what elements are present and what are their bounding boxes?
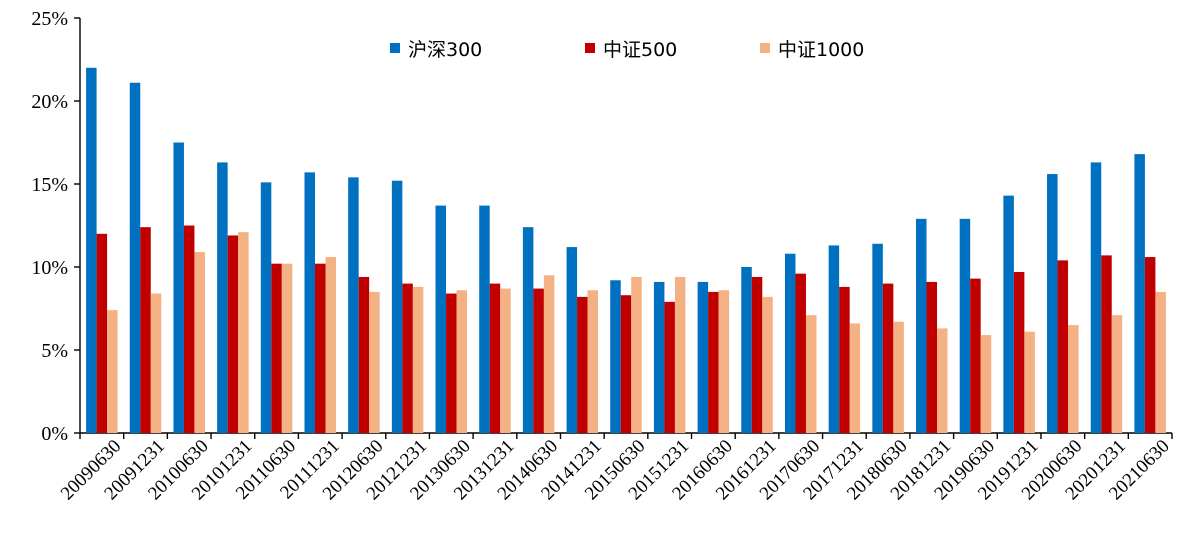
bar-中证500-20141231 <box>577 296 588 433</box>
bar-中证500-20111231 <box>314 263 326 433</box>
bar-沪深300-20171231 <box>828 245 840 433</box>
bar-中证500-20140630 <box>533 288 544 433</box>
bar-中证1000-20120630 <box>369 291 380 433</box>
bar-中证1000-20130630 <box>456 290 468 433</box>
bar-中证500-20191231 <box>1013 271 1025 433</box>
bar-沪深300-20151231 <box>653 281 665 433</box>
bar-中证1000-20210630 <box>1155 291 1166 433</box>
bar-中证500-20200630 <box>1057 260 1069 433</box>
bar-中证500-20201231 <box>1101 255 1112 433</box>
bar-中证500-20110630 <box>271 263 282 433</box>
bar-沪深300-20200630 <box>1047 174 1058 434</box>
bar-沪深300-20131231 <box>479 205 490 433</box>
bars <box>86 67 1166 434</box>
bar-沪深300-20150630 <box>610 280 621 433</box>
y-tick-label: 25% <box>31 8 68 30</box>
bar-中证1000-20201231 <box>1111 315 1123 433</box>
bar-中证1000-20170630 <box>805 315 817 433</box>
bar-中证1000-20200630 <box>1068 325 1079 433</box>
bar-中证500-20131231 <box>489 283 501 433</box>
y-axis: 0% 5% 10% 15% 20% 25% <box>31 8 81 445</box>
legend-label: 中证500 <box>603 39 677 61</box>
bar-沪深300-20181231 <box>916 218 927 433</box>
bar-沪深300-20191231 <box>1003 195 1014 433</box>
bar-沪深300-20201231 <box>1090 162 1102 434</box>
bar-中证1000-20160630 <box>718 290 730 433</box>
bar-沪深300-20121231 <box>391 180 403 433</box>
bar-中证1000-20110630 <box>281 263 293 433</box>
legend-label: 沪深300 <box>408 39 482 61</box>
bar-中证1000-20111231 <box>325 257 336 433</box>
bar-中证500-20101231 <box>227 235 239 433</box>
bar-中证500-20120630 <box>358 276 370 433</box>
bar-中证1000-20090630 <box>107 310 118 433</box>
bar-沪深300-20110630 <box>260 182 272 433</box>
bar-中证1000-20180630 <box>893 321 904 433</box>
bar-沪深300-20090630 <box>86 67 97 434</box>
bar-中证500-20190630 <box>970 278 981 433</box>
bar-沪深300-20140630 <box>522 227 534 433</box>
y-tick-label: 0% <box>41 423 68 445</box>
bar-中证500-20170630 <box>795 273 806 433</box>
bar-沪深300-20091231 <box>129 82 141 434</box>
bar-中证1000-20191231 <box>1024 331 1035 433</box>
bar-中证500-20090630 <box>96 233 108 433</box>
bar-中证1000-20161231 <box>762 296 773 433</box>
bar-中证500-20160630 <box>708 291 719 433</box>
bar-中证1000-20171231 <box>849 323 861 433</box>
legend-swatch <box>760 43 770 53</box>
bar-中证500-20171231 <box>839 286 850 433</box>
y-tick-label: 5% <box>41 340 68 362</box>
bar-中证500-20121231 <box>402 283 413 433</box>
y-tick-label: 20% <box>31 91 68 113</box>
bar-中证500-20161231 <box>751 276 763 433</box>
y-tick-label: 10% <box>31 257 68 279</box>
bar-中证500-20150630 <box>620 295 632 433</box>
bar-中证500-20130630 <box>446 293 457 433</box>
legend-swatch <box>390 43 400 53</box>
legend: 沪深300 中证500 中证1000 <box>390 39 864 61</box>
bar-中证1000-20150630 <box>631 276 642 433</box>
bar-中证1000-20101231 <box>238 232 249 433</box>
y-tick-label: 15% <box>31 174 68 196</box>
bar-中证500-20181231 <box>926 281 938 433</box>
bar-沪深300-20180630 <box>872 243 883 433</box>
bar-中证500-20210630 <box>1144 257 1156 433</box>
bar-中证500-20180630 <box>882 283 894 433</box>
legend-swatch <box>585 43 595 53</box>
bar-沪深300-20120630 <box>348 177 359 433</box>
bar-沪深300-20161231 <box>741 267 752 433</box>
bar-中证1000-20181231 <box>937 328 948 433</box>
bar-中证1000-20151231 <box>674 276 686 433</box>
bar-中证1000-20100630 <box>194 252 205 433</box>
bar-中证1000-20131231 <box>500 288 511 433</box>
bar-沪深300-20111231 <box>304 172 315 433</box>
bar-中证500-20091231 <box>140 227 151 433</box>
bar-中证1000-20190630 <box>980 335 992 433</box>
x-axis: 2009063020091231201006302010123120110630… <box>57 432 1174 504</box>
bar-沪深300-20190630 <box>959 218 971 433</box>
bar-沪深300-20210630 <box>1134 154 1145 433</box>
bar-中证1000-20091231 <box>150 293 162 433</box>
bar-沪深300-20170630 <box>784 253 796 433</box>
bar-中证500-20100630 <box>183 225 195 433</box>
bar-沪深300-20141231 <box>566 247 578 433</box>
legend-label: 中证1000 <box>778 39 864 61</box>
bar-沪深300-20101231 <box>217 162 228 434</box>
bar-沪深300-20130630 <box>435 205 447 433</box>
bar-中证1000-20140630 <box>543 275 555 433</box>
bar-沪深300-20160630 <box>697 281 709 433</box>
bar-中证500-20151231 <box>664 301 675 433</box>
bar-中证1000-20141231 <box>587 290 599 433</box>
bar-沪深300-20100630 <box>173 142 184 433</box>
bar-中证1000-20121231 <box>412 286 424 433</box>
